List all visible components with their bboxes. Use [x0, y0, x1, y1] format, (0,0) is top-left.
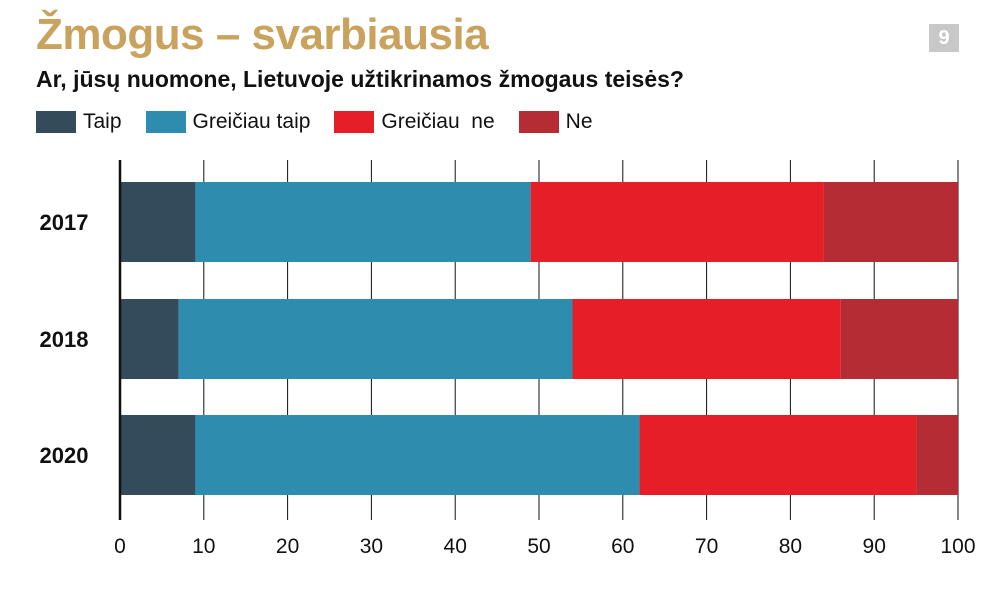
bar-2020-taip	[120, 415, 196, 495]
bar-2018-ne	[840, 299, 958, 379]
legend-item-greiciau-taip: Greičiau taip	[145, 110, 311, 134]
page-number-badge: 9	[929, 24, 959, 52]
legend-item-ne: Ne	[518, 110, 593, 134]
bar-2017-ne	[823, 182, 958, 262]
legend-label-ne: Ne	[565, 110, 593, 133]
bar-2020-greiciau-ne	[639, 415, 917, 495]
bar-2020-ne	[916, 415, 958, 495]
category-label-2020: 2020	[40, 443, 89, 468]
legend: Taip Greičiau taip Greičiau ne Ne	[36, 110, 617, 134]
legend-label-greiciau-taip: Greičiau taip	[192, 110, 311, 133]
category-label-2017: 2017	[40, 210, 89, 235]
bar-2018-taip	[120, 299, 179, 379]
legend-label-greiciau-ne: Greičiau ne	[381, 110, 495, 133]
bar-2018-greiciau-taip	[178, 299, 573, 379]
x-tick-label-0: 0	[114, 535, 126, 558]
category-label-2018: 2018	[40, 327, 89, 352]
legend-item-taip: Taip	[36, 110, 122, 134]
legend-item-greiciau-ne: Greičiau ne	[334, 110, 495, 134]
bar-2017-taip	[120, 182, 196, 262]
bar-2020-greiciau-taip	[195, 415, 640, 495]
x-tick-label-70: 70	[695, 535, 718, 558]
x-tick-label-60: 60	[611, 535, 634, 558]
legend-swatch-taip	[36, 111, 76, 133]
legend-swatch-greiciau-ne	[334, 111, 375, 133]
chart-subtitle: Ar, jūsų nuomone, Lietuvoje užtikrinamos…	[36, 66, 684, 92]
x-tick-label-90: 90	[863, 535, 886, 558]
x-tick-label-40: 40	[444, 535, 467, 558]
x-tick-label-30: 30	[360, 535, 383, 558]
x-tick-label-100: 100	[940, 535, 975, 558]
bar-2018-greiciau-ne	[572, 299, 841, 379]
chart-title: Žmogus – svarbiausia	[36, 10, 489, 59]
legend-swatch-ne	[518, 111, 559, 133]
x-tick-label-50: 50	[527, 535, 550, 558]
x-tick-label-80: 80	[779, 535, 802, 558]
bar-2017-greiciau-ne	[530, 182, 824, 262]
legend-swatch-greiciau-taip	[145, 111, 186, 133]
x-tick-label-20: 20	[276, 535, 299, 558]
x-tick-label-10: 10	[192, 535, 215, 558]
legend-label-taip: Taip	[83, 110, 122, 133]
bar-2017-greiciau-taip	[195, 182, 531, 262]
